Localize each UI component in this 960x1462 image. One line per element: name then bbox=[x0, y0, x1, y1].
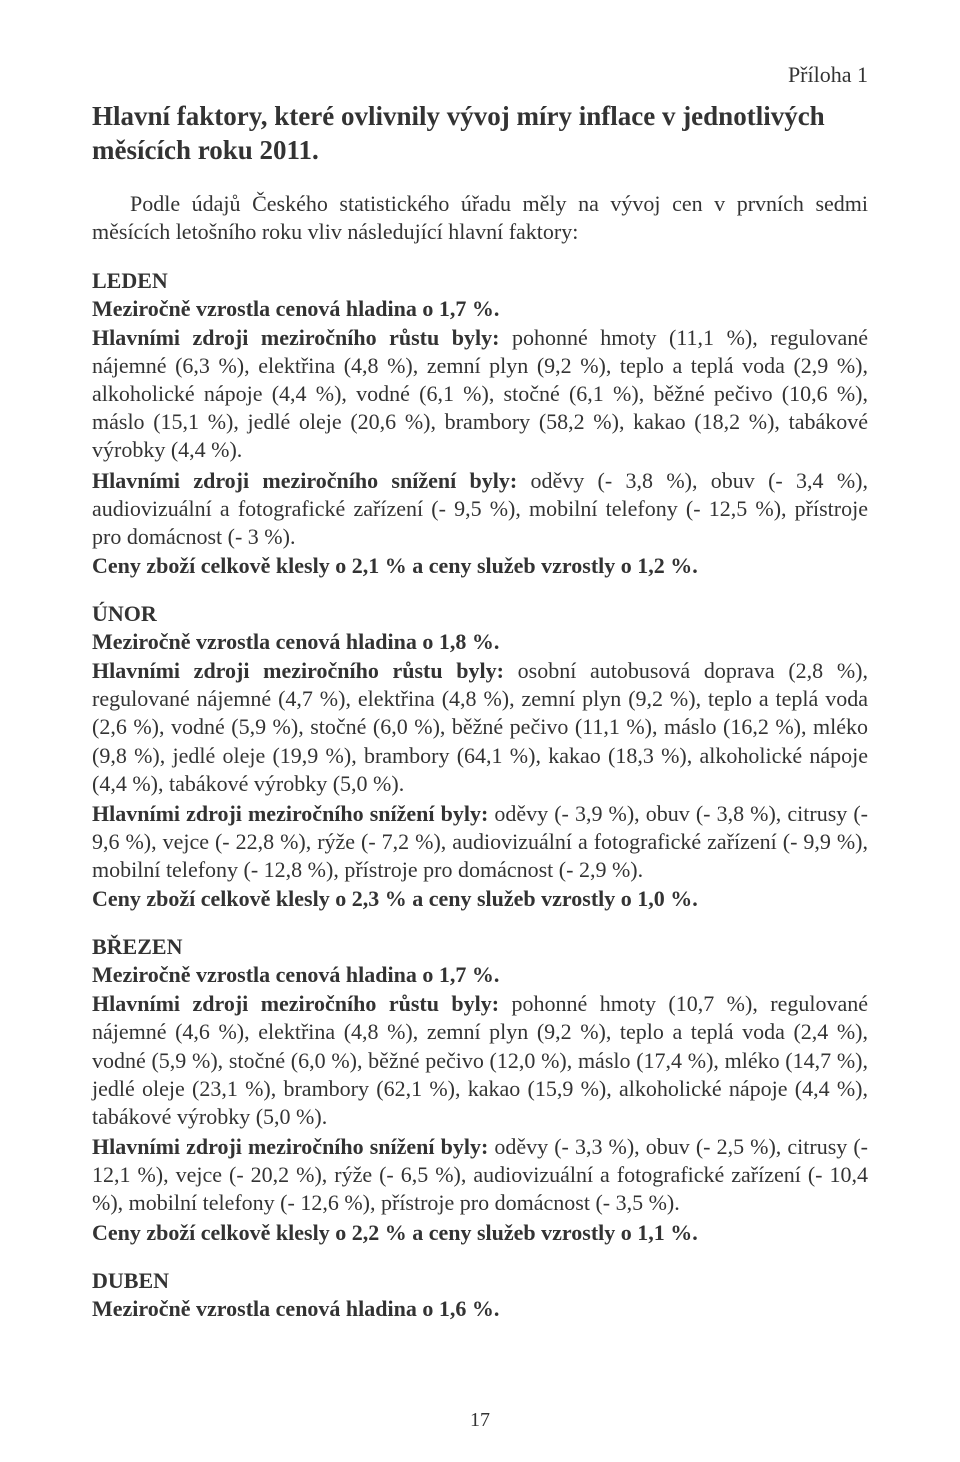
month-name-duben: DUBEN bbox=[92, 1268, 868, 1294]
month-headline-duben: Meziročně vzrostla cenová hladina o 1,6 … bbox=[92, 1296, 868, 1322]
decrease-label-brezen: Hlavními zdroji meziročního snížení byly… bbox=[92, 1134, 488, 1159]
month-headline-brezen: Meziročně vzrostla cenová hladina o 1,7 … bbox=[92, 962, 868, 988]
decrease-label-unor: Hlavními zdroji meziročního snížení byly… bbox=[92, 801, 488, 826]
decrease-label-leden: Hlavními zdroji meziročního snížení byly… bbox=[92, 468, 517, 493]
decrease-para-unor: Hlavními zdroji meziročního snížení byly… bbox=[92, 800, 868, 884]
intro-paragraph: Podle údajů Českého statistického úřadu … bbox=[92, 190, 868, 246]
month-headline-leden: Meziročně vzrostla cenová hladina o 1,7 … bbox=[92, 296, 868, 322]
growth-label-unor: Hlavními zdroji meziročního růstu byly: bbox=[92, 658, 504, 683]
summary-brezen: Ceny zboží celkově klesly o 2,2 % a ceny… bbox=[92, 1220, 868, 1246]
growth-label-brezen: Hlavními zdroji meziročního růstu byly: bbox=[92, 991, 499, 1016]
month-block-brezen: BŘEZEN Meziročně vzrostla cenová hladina… bbox=[92, 934, 868, 1245]
month-block-duben: DUBEN Meziročně vzrostla cenová hladina … bbox=[92, 1268, 868, 1322]
month-headline-unor: Meziročně vzrostla cenová hladina o 1,8 … bbox=[92, 629, 868, 655]
month-block-leden: LEDEN Meziročně vzrostla cenová hladina … bbox=[92, 268, 868, 579]
growth-para-leden: Hlavními zdroji meziročního růstu byly: … bbox=[92, 324, 868, 465]
decrease-para-brezen: Hlavními zdroji meziročního snížení byly… bbox=[92, 1133, 868, 1217]
month-name-brezen: BŘEZEN bbox=[92, 934, 868, 960]
month-block-unor: ÚNOR Meziročně vzrostla cenová hladina o… bbox=[92, 601, 868, 912]
page-number: 17 bbox=[0, 1409, 960, 1432]
growth-para-brezen: Hlavními zdroji meziročního růstu byly: … bbox=[92, 990, 868, 1131]
summary-unor: Ceny zboží celkově klesly o 2,3 % a ceny… bbox=[92, 886, 868, 912]
month-name-leden: LEDEN bbox=[92, 268, 868, 294]
growth-para-unor: Hlavními zdroji meziročního růstu byly: … bbox=[92, 657, 868, 798]
summary-leden: Ceny zboží celkově klesly o 2,1 % a ceny… bbox=[92, 553, 868, 579]
decrease-para-leden: Hlavními zdroji meziročního snížení byly… bbox=[92, 467, 868, 551]
month-name-unor: ÚNOR bbox=[92, 601, 868, 627]
page-title: Hlavní faktory, které ovlivnily vývoj mí… bbox=[92, 100, 868, 168]
growth-label-leden: Hlavními zdroji meziročního růstu byly: bbox=[92, 325, 499, 350]
appendix-label: Příloha 1 bbox=[92, 62, 868, 88]
